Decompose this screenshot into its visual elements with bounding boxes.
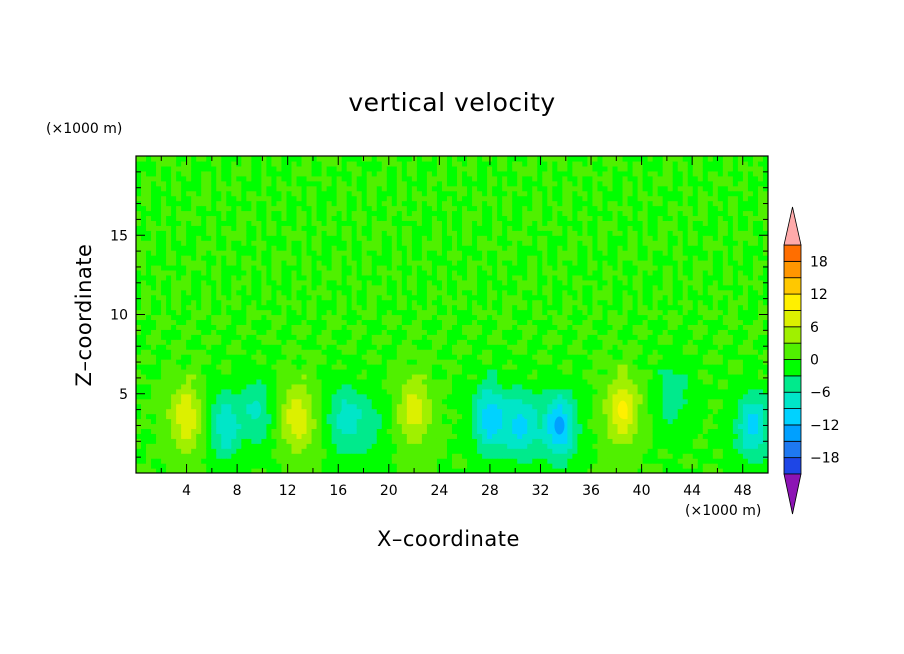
colorbar-label-4: 0 — [810, 353, 819, 369]
colorbar-min-extension — [783, 473, 802, 515]
colorbar-label-7: −18 — [810, 451, 840, 467]
colorbar-label-3: 6 — [810, 320, 819, 336]
velocity-cell-3 — [251, 400, 262, 419]
velocity-cell-13 — [747, 416, 758, 435]
velocity-cell-4 — [292, 408, 303, 427]
y-axis-unit: (×1000 m) — [46, 121, 123, 137]
x-tick-label-1: 4 — [182, 483, 191, 499]
velocity-cell-11 — [617, 400, 628, 419]
colorbar-label-1: 18 — [810, 254, 828, 270]
colorbar-label-2: 12 — [810, 287, 828, 303]
plot-area — [136, 156, 768, 473]
x-tick-label-2: 8 — [233, 483, 242, 499]
y-tick-label-1: 5 — [119, 387, 128, 403]
colorbar-box-12 — [783, 277, 802, 295]
colorbar-box-8 — [783, 342, 802, 360]
colorbar-box-7 — [783, 359, 802, 377]
colorbar-box-9 — [783, 326, 802, 344]
colorbar-max-extension — [783, 206, 802, 246]
x-tick-label-12: 48 — [734, 483, 752, 499]
colorbar-box-5 — [783, 391, 802, 409]
x-tick-label-5: 20 — [380, 483, 398, 499]
x-axis-label: X–coordinate — [377, 527, 520, 551]
colorbar-box-10 — [783, 310, 802, 328]
velocity-cell-2 — [219, 416, 230, 435]
x-tick-label-4: 16 — [329, 483, 347, 499]
x-tick-label-3: 12 — [279, 483, 297, 499]
y-tick-label-3: 15 — [110, 228, 128, 244]
velocity-cell-1 — [181, 408, 192, 427]
y-tick-label-2: 10 — [110, 308, 128, 324]
x-tick-label-8: 32 — [532, 483, 550, 499]
colorbar-box-2 — [783, 440, 802, 459]
colorbar-box-4 — [783, 408, 802, 426]
colorbar-label-6: −12 — [810, 418, 840, 434]
colorbar-box-6 — [783, 375, 802, 393]
velocity-cell-6 — [364, 416, 375, 435]
y-axis-label: Z–coordinate — [72, 243, 96, 387]
colorbar-box-3 — [783, 424, 802, 442]
x-tick-label-11: 44 — [683, 483, 701, 499]
colorbar-box-11 — [783, 293, 802, 311]
x-tick-label-9: 36 — [582, 483, 600, 499]
velocity-cell-9 — [516, 416, 527, 435]
colorbar-label-5: −6 — [810, 385, 831, 401]
colorbar-box-13 — [783, 260, 802, 279]
x-tick-label-6: 24 — [430, 483, 448, 499]
x-tick-label-7: 28 — [481, 483, 499, 499]
velocity-cell-10 — [554, 416, 565, 435]
x-tick-label-10: 40 — [633, 483, 651, 499]
chart-title: vertical velocity — [348, 88, 556, 117]
velocity-cell-12 — [668, 384, 679, 403]
colorbar: 18 12 6 0 −6 −12 −18 — [783, 206, 840, 515]
velocity-cell-5 — [339, 408, 350, 427]
velocity-cell-7 — [409, 400, 420, 419]
x-axis-unit: (×1000 m) — [685, 503, 762, 519]
velocity-cell-8 — [484, 408, 495, 427]
colorbar-box-1 — [783, 457, 802, 475]
colorbar-box-14 — [783, 244, 802, 262]
